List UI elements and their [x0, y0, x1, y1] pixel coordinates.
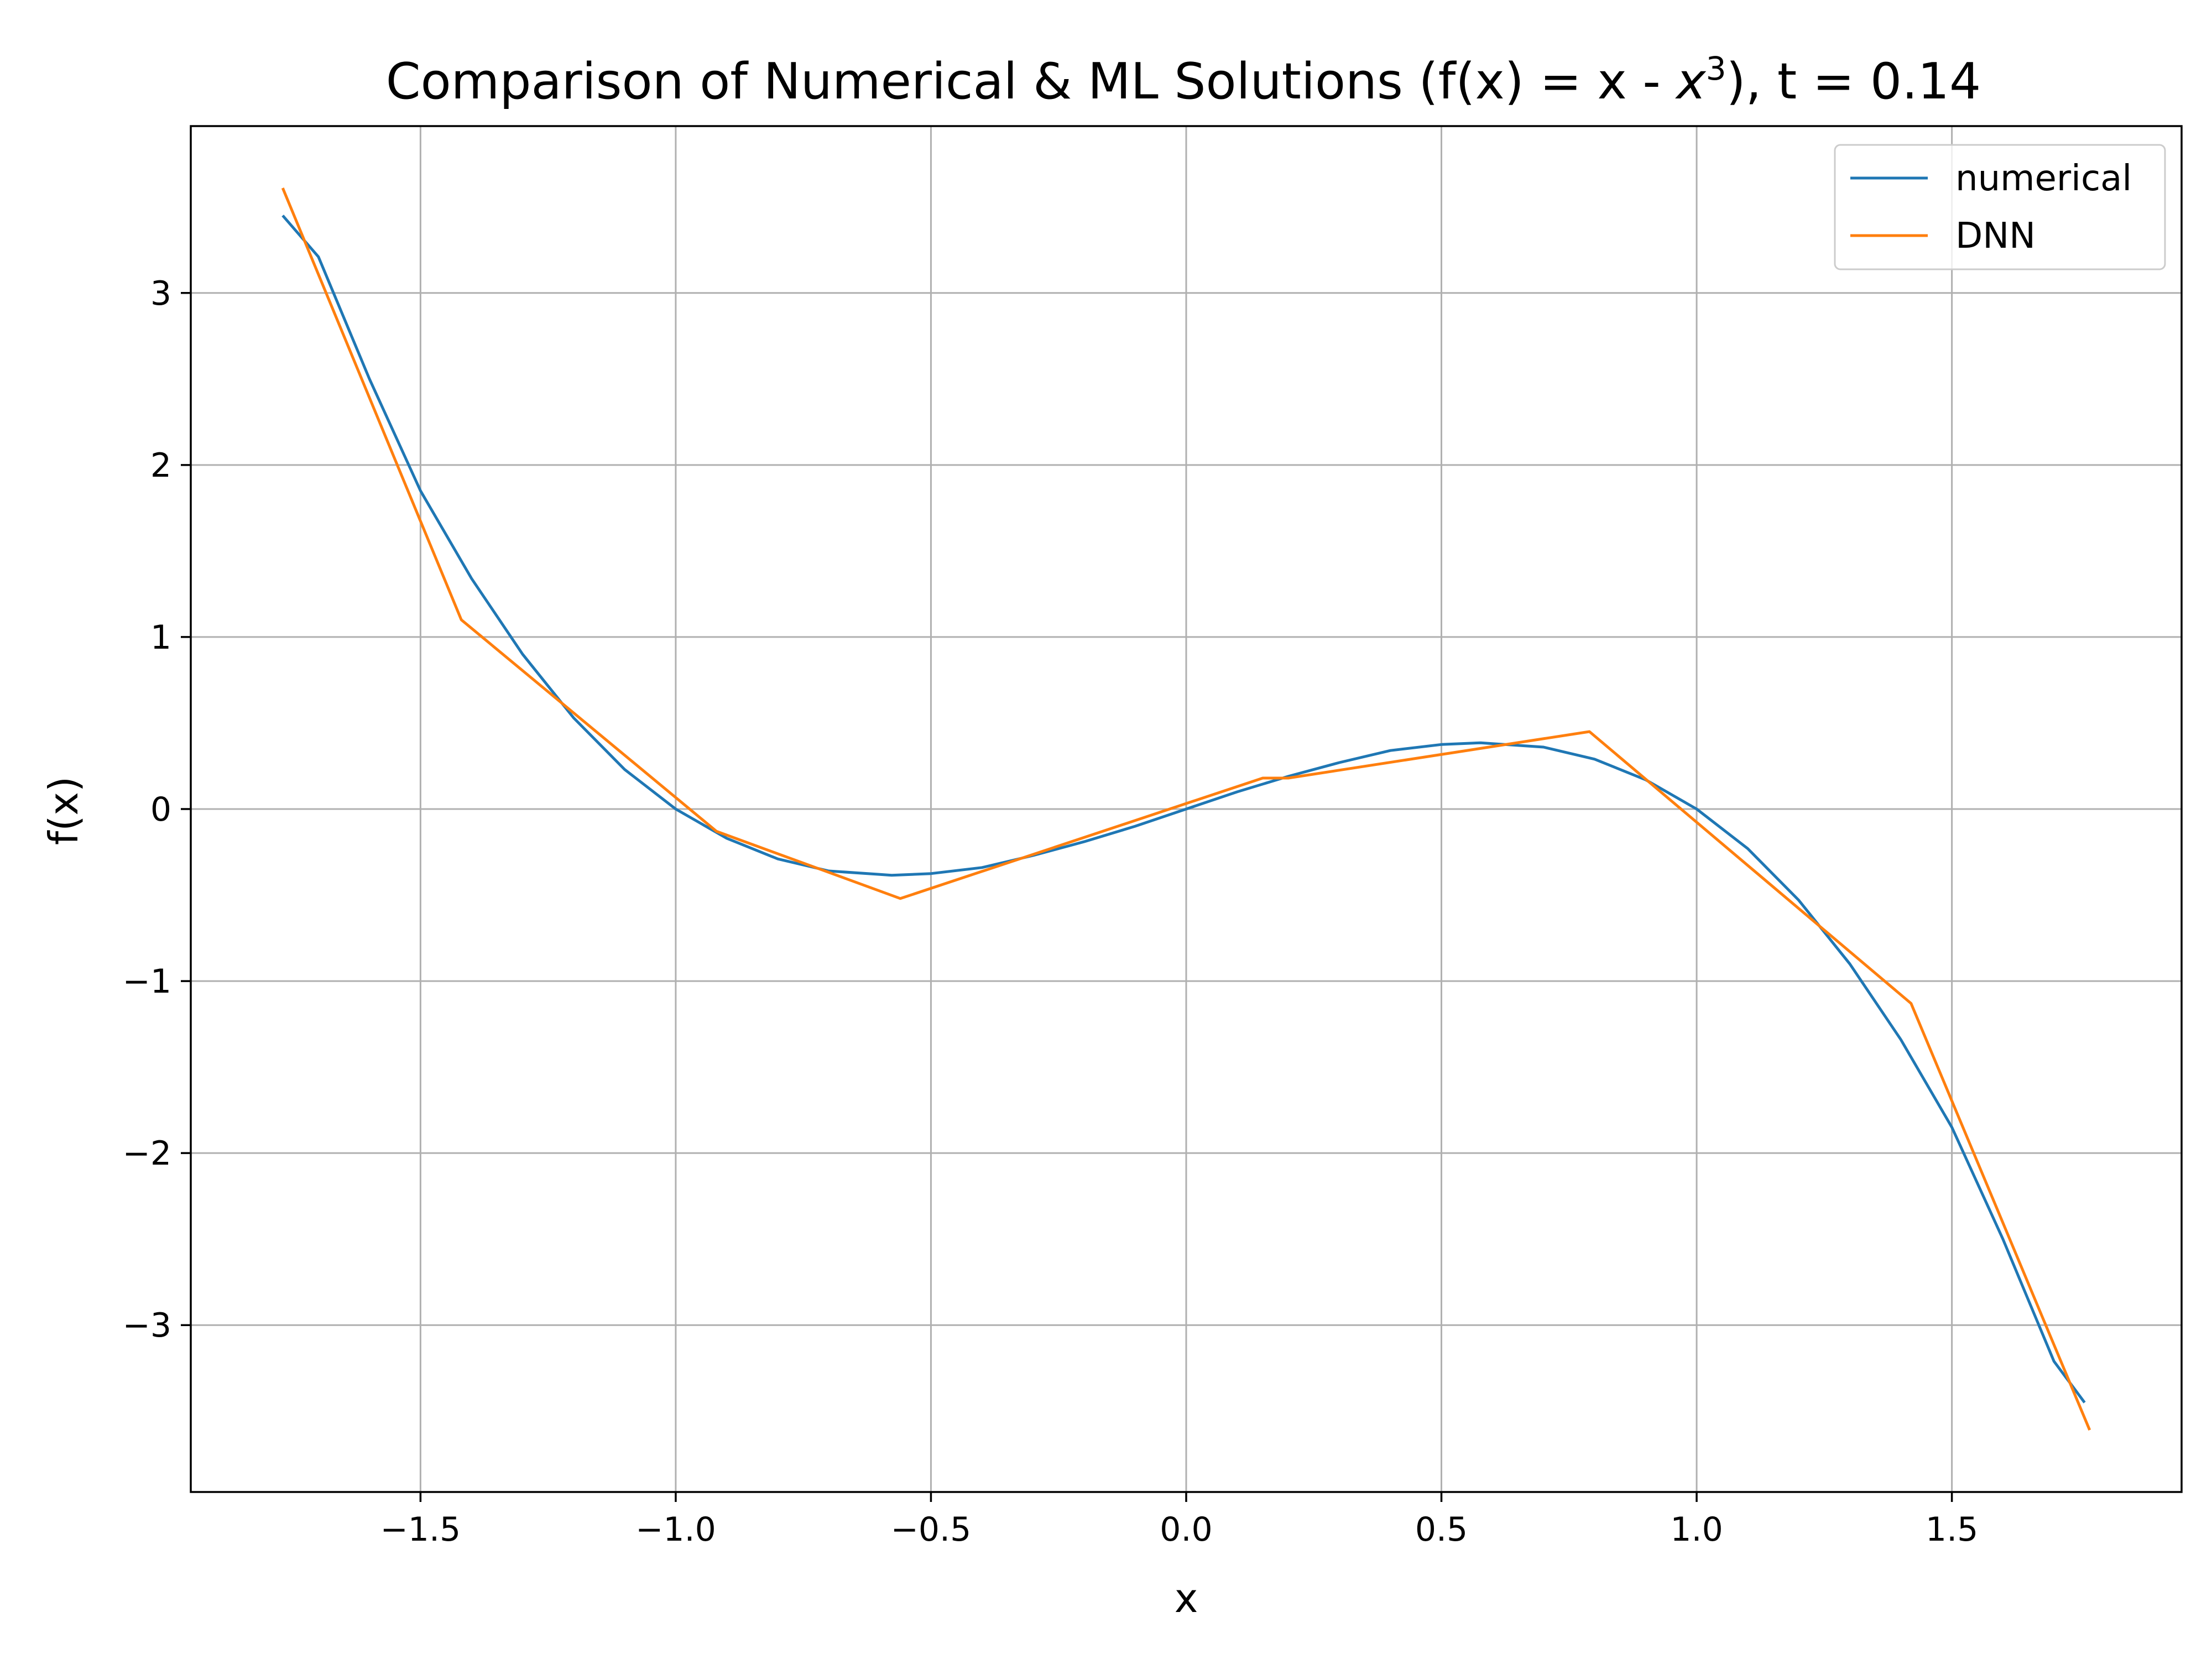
y-tick-label: 1 — [150, 618, 171, 657]
x-tick-label: −1.0 — [635, 1510, 716, 1549]
y-tick-label: 2 — [150, 446, 171, 485]
x-tick-label: −0.5 — [891, 1510, 972, 1549]
x-tick-label: 1.0 — [1670, 1510, 1723, 1549]
x-tick-label: −1.5 — [380, 1510, 461, 1549]
y-tick-label: −3 — [123, 1306, 171, 1345]
series-line-numerical — [281, 215, 2086, 1404]
legend-label: numerical — [1955, 158, 2132, 199]
x-tick-label: 1.5 — [1926, 1510, 1978, 1549]
series-lines — [281, 187, 2091, 1431]
legend-box — [1834, 144, 2166, 270]
x-tick-label: 0.0 — [1160, 1510, 1212, 1549]
legend-label: DNN — [1955, 216, 2036, 257]
chart-title: Comparison of Numerical & ML Solutions (… — [386, 50, 1981, 111]
series-line-dnn — [281, 187, 2091, 1431]
y-axis-label: f(x) — [40, 776, 87, 845]
y-tick-label: 0 — [150, 790, 171, 829]
axis-ticks: −1.5 −1.0 −0.5 0.0 0.5 1.0 1.5 −3 −2 −1 0 1 2 3 — [123, 274, 1979, 1549]
x-tick-label: 0.5 — [1415, 1510, 1468, 1549]
y-tick-label: −1 — [123, 962, 171, 1001]
legend: numerical DNN — [1834, 144, 2166, 270]
y-tick-label: 3 — [150, 274, 171, 313]
y-tick-label: −2 — [123, 1134, 171, 1173]
x-axis-label: x — [1175, 1575, 1198, 1621]
